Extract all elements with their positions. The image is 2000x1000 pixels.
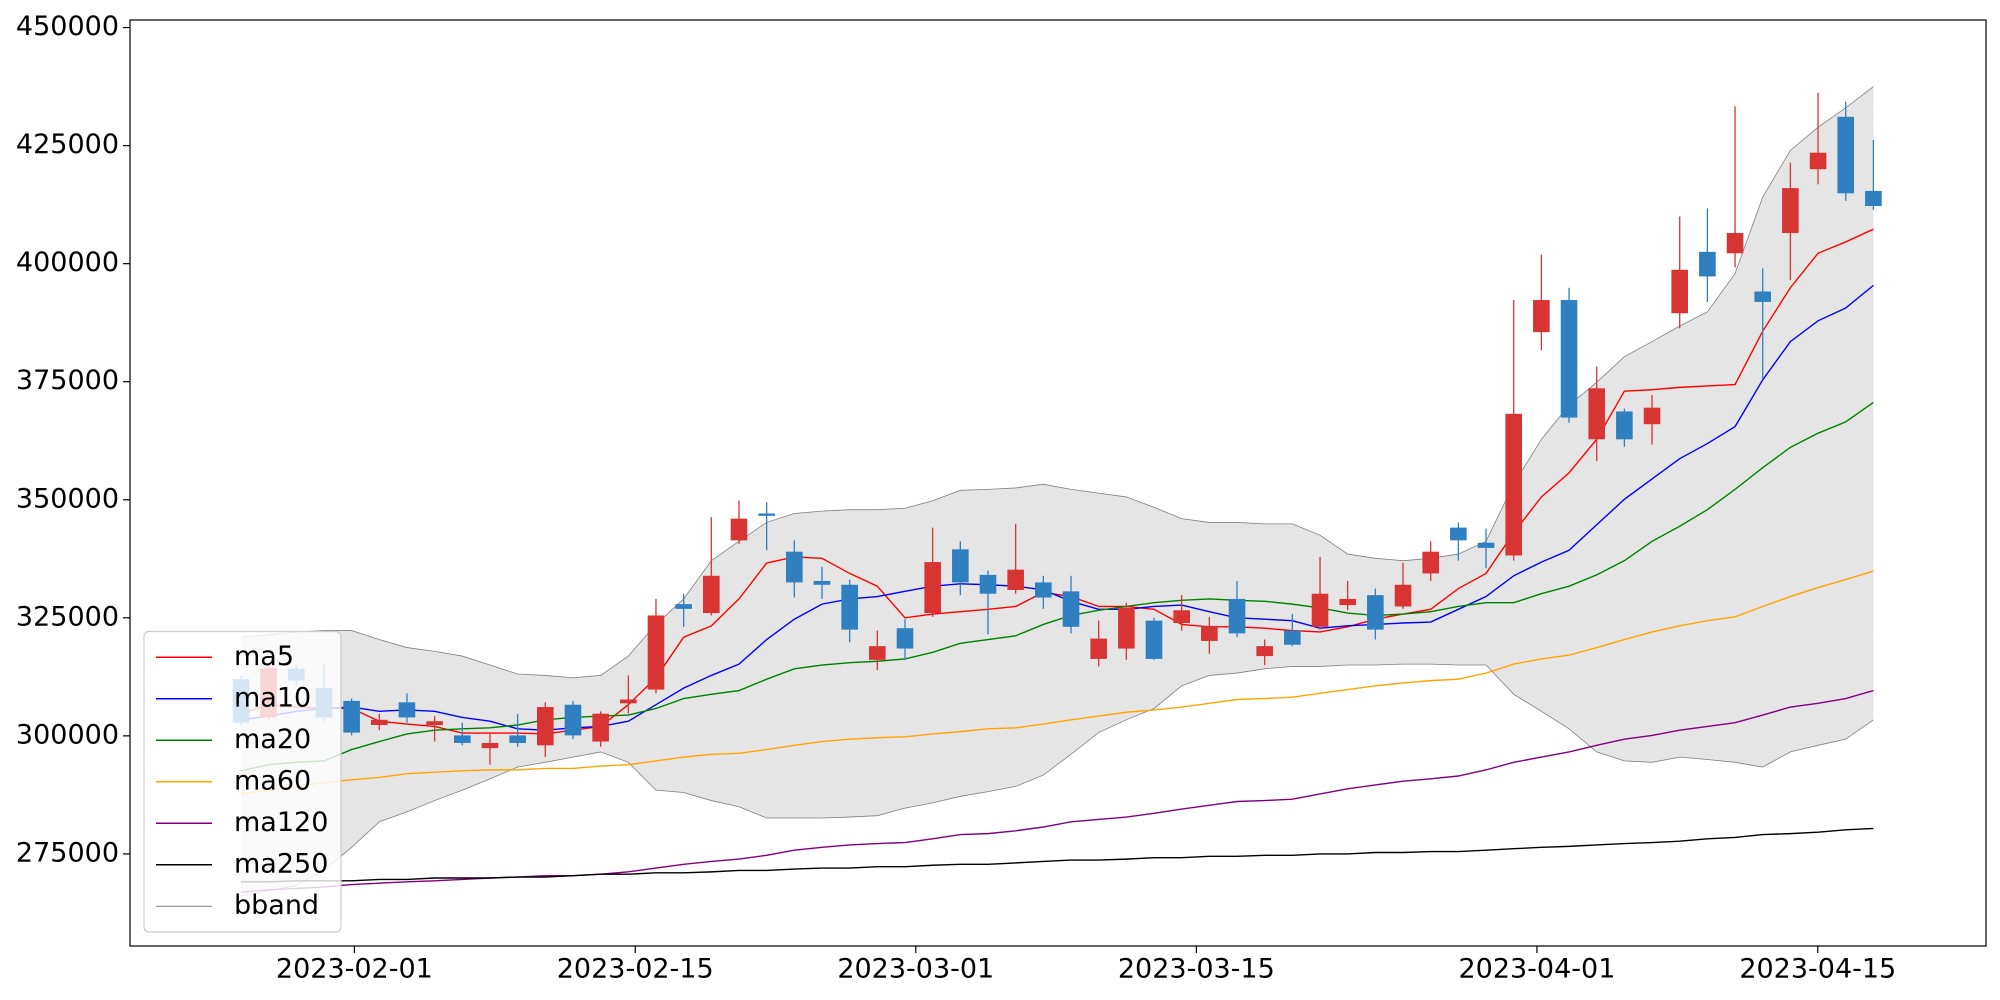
- candle-body: [1754, 291, 1772, 302]
- ma-line: [240, 827, 1874, 883]
- candle-body: [896, 628, 914, 649]
- band-area: [240, 86, 1874, 896]
- y-tick-label: 325000: [16, 601, 119, 632]
- x-tick-label: 2023-02-01: [276, 954, 433, 985]
- legend-label: ma120: [234, 807, 328, 838]
- x-tick-label: 2023-02-15: [557, 954, 714, 985]
- candle-body: [786, 551, 803, 583]
- candle-body: [703, 575, 720, 614]
- legend-label: ma10: [234, 682, 311, 713]
- candle-body: [1394, 584, 1412, 607]
- candle-body: [564, 704, 582, 736]
- candle-body: [1118, 607, 1135, 649]
- candle-body: [1560, 300, 1578, 418]
- x-tick-label: 2023-03-15: [1118, 954, 1275, 985]
- axes-frame: [129, 19, 1987, 947]
- candle-body: [647, 615, 665, 690]
- x-tick-label: 2023-04-15: [1739, 954, 1896, 985]
- candle-body: [537, 707, 554, 746]
- candle-body: [370, 719, 388, 726]
- plot-area: [232, 86, 1882, 897]
- candle-body: [979, 574, 997, 594]
- candle-body: [1284, 630, 1301, 645]
- candle-body: [343, 700, 360, 733]
- candle-body: [620, 699, 637, 704]
- y-tick-label: 350000: [16, 483, 119, 514]
- legend-label: ma5: [234, 641, 294, 672]
- candle-body: [1699, 251, 1716, 277]
- x-tick-label: 2023-03-01: [837, 954, 994, 985]
- ma-line: [240, 570, 1874, 795]
- candle-body: [1339, 598, 1356, 606]
- candle-body: [841, 584, 858, 630]
- candle-body: [1201, 625, 1218, 641]
- ma-line: [240, 401, 1874, 772]
- y-tick-label: 300000: [16, 719, 119, 750]
- candle-body: [1311, 593, 1329, 627]
- y-tick-label: 275000: [16, 837, 119, 868]
- y-tick-label: 450000: [16, 11, 119, 42]
- candle-body: [1809, 152, 1827, 170]
- legend-box: [143, 630, 342, 933]
- candle-body: [813, 580, 831, 585]
- candle-body: [1533, 300, 1550, 333]
- candle-body: [1007, 569, 1024, 590]
- y-tick-label: 375000: [16, 365, 119, 396]
- ma-line: [240, 284, 1874, 731]
- candle-body: [1035, 582, 1052, 598]
- candle-body: [1837, 116, 1855, 194]
- candle-body: [1367, 595, 1384, 630]
- candle-body: [1865, 190, 1882, 207]
- candle-body: [1228, 598, 1246, 634]
- candle-body: [1145, 620, 1163, 659]
- candle-body: [1726, 232, 1744, 254]
- candle-body: [1422, 551, 1439, 574]
- legend-label: bband: [234, 890, 319, 921]
- candle-body: [952, 549, 969, 583]
- y-tick-label: 400000: [16, 247, 119, 278]
- legend: ma5 ma10 ma20 ma60 ma120 ma250 bband: [143, 630, 342, 933]
- band-edge: [240, 86, 1874, 679]
- candle-body: [398, 702, 416, 718]
- candle-body: [758, 513, 775, 516]
- band-edge: [240, 663, 1874, 897]
- candle-body: [869, 646, 886, 660]
- candle-body: [426, 721, 443, 726]
- candle-body: [1588, 388, 1606, 440]
- candle-body: [1256, 646, 1273, 657]
- candle-body: [1090, 638, 1107, 659]
- candle-body: [1782, 188, 1799, 233]
- legend-label: ma20: [234, 724, 311, 755]
- candle-body: [1173, 610, 1190, 624]
- candle-body: [592, 713, 609, 742]
- candle-body: [481, 742, 499, 749]
- candle-body: [675, 604, 692, 609]
- candle-body: [730, 518, 748, 541]
- legend-label: ma60: [234, 765, 311, 796]
- candle-body: [453, 735, 471, 743]
- candle-body: [1062, 591, 1080, 627]
- candle-body: [1450, 527, 1467, 541]
- candle-body: [1643, 407, 1661, 425]
- candle-body: [924, 562, 941, 614]
- candle-body: [509, 735, 526, 743]
- legend-label: ma250: [234, 848, 328, 879]
- candle-body: [1671, 269, 1689, 314]
- candle-body: [1477, 542, 1495, 548]
- x-tick-label: 2023-04-01: [1458, 954, 1615, 985]
- candle-body: [1505, 413, 1522, 556]
- y-tick-label: 425000: [16, 129, 119, 160]
- candle-body: [1616, 411, 1633, 440]
